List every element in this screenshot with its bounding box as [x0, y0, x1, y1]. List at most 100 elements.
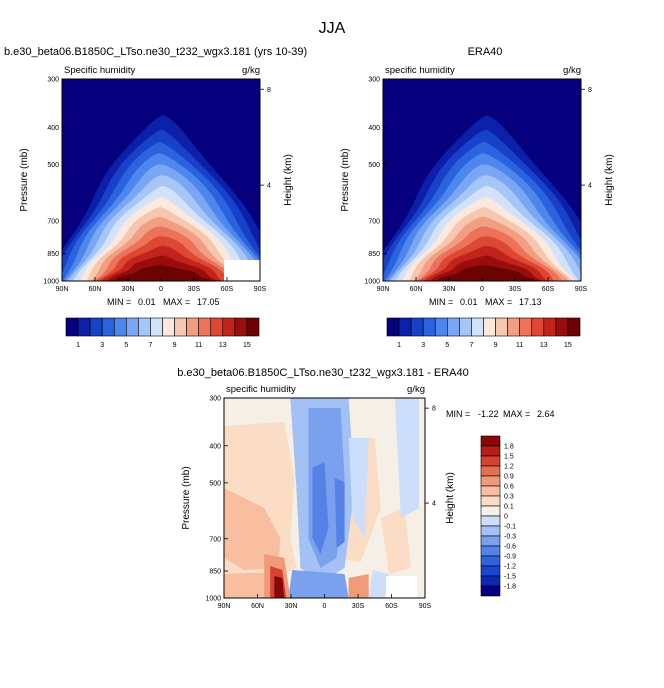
y-right-tick-label: 8 — [267, 87, 271, 94]
colorbar-swatch — [480, 495, 501, 507]
panel-difference-field — [224, 398, 425, 598]
colorbar-swatch — [422, 317, 436, 337]
panel-model: b.e30_beta06.B1850C_LTso.ne30_t232_wgx3.… — [4, 46, 307, 349]
colorbar-swatch — [186, 317, 199, 337]
colorbar-swatch — [480, 525, 501, 537]
y-tick-label: 850 — [209, 569, 221, 576]
colorbar-swatch — [447, 317, 460, 337]
panel-model-colorbar: 1 3 5 7 9 11 13 15 — [65, 317, 260, 349]
x-tick-label: 0 — [480, 286, 484, 293]
y-tick-label: 1000 — [364, 279, 380, 286]
y-right-tick-label: 4 — [267, 183, 271, 190]
panel-model-title: b.e30_beta06.B1850C_LTso.ne30_t232_wgx3.… — [4, 46, 307, 58]
x-tick-label: 60N — [89, 286, 102, 293]
y-tick-label: 850 — [368, 251, 380, 258]
colorbar-swatch — [543, 317, 557, 337]
y-tick-label: 400 — [209, 443, 221, 450]
y-tick-label: 300 — [47, 77, 59, 84]
panel-era40-humidity-field — [383, 79, 581, 281]
colorbar-label: 1 — [397, 342, 401, 349]
panel-era40-y-axis-title: Pressure (mb) — [340, 148, 351, 211]
panel-model-y-axis-title: Pressure (mb) — [19, 148, 30, 211]
colorbar-swatch — [234, 317, 248, 337]
colorbar-swatch — [480, 485, 501, 497]
colorbar-label: 3 — [421, 342, 425, 349]
y-tick-label: 700 — [368, 219, 380, 226]
colorbar-label: 15 — [564, 342, 572, 349]
panel-era40-variable-label: specific humidity — [385, 65, 455, 76]
colorbar-label: -0.6 — [504, 544, 516, 551]
panel-difference-max-value: 2.64 — [537, 409, 555, 419]
panel-difference-y-axis-title: Pressure (mb) — [181, 466, 192, 529]
colorbar-swatch — [222, 317, 236, 337]
panel-model-max-value: 17.05 — [197, 297, 220, 307]
colorbar-label: 0 — [504, 514, 508, 521]
colorbar-swatch — [531, 317, 545, 337]
colorbar-swatch — [210, 317, 224, 337]
colorbar-swatch — [480, 535, 501, 547]
panel-difference-max-label: MAX = — [503, 409, 530, 419]
x-tick-label: 90S — [254, 286, 267, 293]
panel-model-min-label: MIN = — [107, 297, 131, 307]
panel-difference-y-right-axis-title: Height (km) — [445, 472, 456, 524]
colorbar-swatch — [507, 317, 520, 337]
x-tick-label: 90N — [218, 603, 231, 610]
y-right-tick-label: 4 — [432, 501, 436, 508]
colorbar-swatch — [65, 317, 79, 337]
colorbar-label: -1.2 — [504, 564, 516, 571]
colorbar-label: 15 — [243, 342, 251, 349]
y-tick-label: 1000 — [205, 596, 221, 603]
colorbar-swatch — [480, 435, 501, 447]
x-tick-label: 60S — [542, 286, 555, 293]
difference-contour-band — [224, 488, 281, 570]
panel-era40-title: ERA40 — [468, 46, 503, 58]
colorbar-swatch — [480, 445, 501, 457]
colorbar-swatch — [480, 545, 501, 557]
panel-era40-min-label: MIN = — [429, 297, 453, 307]
panel-difference-title: b.e30_beta06.B1850C_LTso.ne30_t232_wgx3.… — [177, 367, 469, 379]
difference-contour-band — [288, 570, 349, 598]
figure-title: JJA — [319, 20, 346, 37]
panel-era40: ERA40 specific humidity g/kg 90N 60N 30N 0 3… — [340, 46, 615, 349]
colorbar-swatch — [480, 455, 501, 467]
colorbar-label: 0.6 — [504, 484, 514, 491]
panel-model-y-right-axis-title: Height (km) — [283, 154, 294, 206]
difference-contour-band — [394, 398, 419, 518]
panel-difference-min-value: -1.22 — [478, 409, 499, 419]
x-tick-label: 60N — [410, 286, 423, 293]
colorbar-label: 7 — [469, 342, 473, 349]
x-tick-label: 30S — [509, 286, 522, 293]
y-right-tick-label: 8 — [588, 87, 592, 94]
difference-contour-band — [312, 462, 329, 554]
colorbar-swatch — [480, 555, 501, 567]
x-tick-label: 30S — [352, 603, 365, 610]
colorbar-label: 0.1 — [504, 504, 514, 511]
colorbar-swatch — [162, 317, 175, 337]
colorbar-label: -1.8 — [504, 584, 516, 591]
panel-difference: b.e30_beta06.B1850C_LTso.ne30_t232_wgx3.… — [177, 367, 554, 610]
y-tick-label: 500 — [209, 480, 221, 487]
difference-contour-band — [368, 570, 389, 598]
x-tick-label: 60S — [221, 286, 234, 293]
panel-model-missing-data-patch — [224, 260, 260, 281]
panel-difference-colorbar: 1.8 1.5 1.2 0.9 0.6 0.3 0.1 0 -0.1 -0.3 -0.6 -0.9 -1… — [480, 435, 516, 597]
colorbar-swatch — [246, 317, 260, 337]
panel-era40-axes: 90N 60N 30N 0 30S 60S 90S 300 400 500 700 850 1000 8 4 — [364, 77, 592, 294]
colorbar-swatch — [471, 317, 484, 337]
colorbar-swatch — [77, 317, 91, 337]
colorbar-swatch — [480, 585, 501, 597]
colorbar-swatch — [555, 317, 569, 337]
humidity-contour-band — [437, 264, 541, 281]
difference-contour-band — [274, 576, 285, 598]
y-tick-label: 700 — [209, 536, 221, 543]
colorbar-label: 9 — [494, 342, 498, 349]
y-tick-label: 500 — [368, 162, 380, 169]
panel-era40-max-label: MAX = — [485, 297, 512, 307]
colorbar-label: 13 — [540, 342, 548, 349]
y-tick-label: 400 — [47, 125, 59, 132]
colorbar-label: 11 — [195, 342, 202, 349]
colorbar-swatch — [398, 317, 412, 337]
colorbar-swatch — [174, 317, 187, 337]
colorbar-swatch — [410, 317, 424, 337]
